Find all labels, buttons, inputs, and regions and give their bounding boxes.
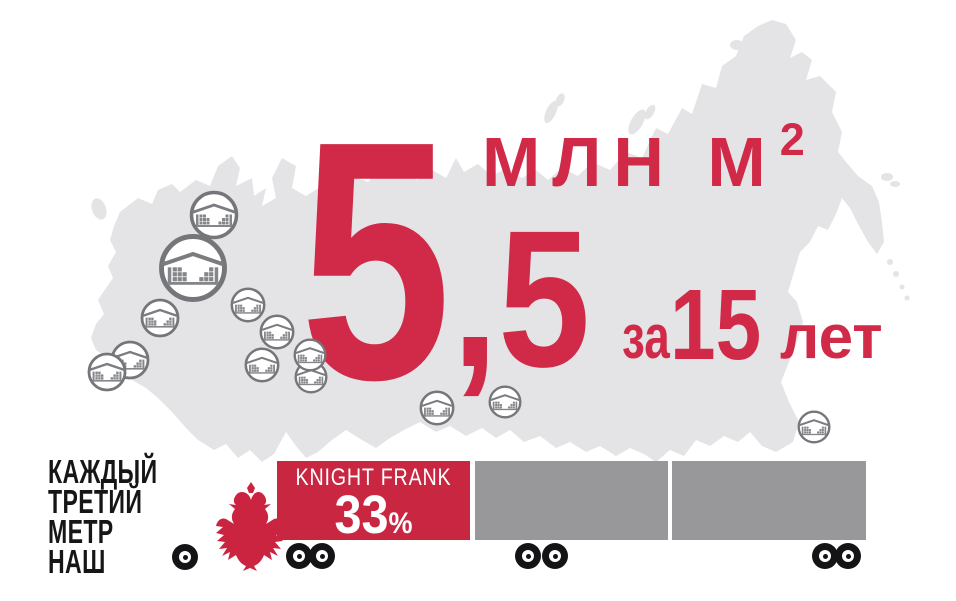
period-suffix: лет: [780, 303, 883, 372]
knight-frank-trailer-box: KNIGHT FRANK 33%: [277, 461, 470, 542]
map-island: [544, 100, 558, 124]
map-island: [91, 198, 107, 220]
tagline-line: МЕТР: [48, 513, 114, 550]
map-island: [555, 93, 565, 107]
share-value: 33: [334, 485, 389, 545]
period-prefix: за: [622, 303, 670, 372]
truck-wheel: [515, 543, 541, 569]
period-value: 15: [670, 269, 762, 381]
map-island: [887, 259, 893, 265]
trailer-section: [475, 461, 668, 540]
truck-wheel: [835, 543, 861, 569]
tagline-line: КАЖДЫЙ: [48, 453, 158, 490]
truck-wheel: [542, 543, 568, 569]
percent-sign: %: [388, 507, 413, 540]
unit-superscript: 2: [779, 114, 805, 165]
tagline-line: ТРЕТИЙ: [48, 483, 143, 520]
truck-wheel: [286, 543, 312, 569]
brand-name: KNIGHT FRANK: [295, 464, 452, 491]
market-share: 33%: [287, 488, 461, 548]
headline-unit: МЛН М2: [482, 117, 805, 197]
russia-mainland: [91, 20, 884, 462]
truck-wheel: [812, 543, 838, 569]
map-island-sakhalin: [792, 184, 808, 236]
truck-wheel: [172, 544, 198, 570]
map-island: [881, 173, 893, 181]
headline-value-decimal: ,5: [452, 190, 591, 408]
trailer-section: [672, 461, 866, 540]
tagline: КАЖДЫЙ ТРЕТИЙ МЕТР НАШ: [48, 453, 158, 580]
unit-text: МЛН М: [482, 123, 778, 201]
map-island: [890, 181, 900, 187]
tagline-line: НАШ: [48, 543, 106, 580]
map-island: [904, 295, 910, 301]
map-island: [628, 109, 646, 135]
map-island: [644, 104, 656, 120]
map-island: [893, 271, 899, 277]
map-island: [730, 40, 744, 50]
double-headed-eagle-icon: [216, 482, 284, 571]
map-island: [899, 284, 905, 290]
truck-wheel: [309, 543, 335, 569]
map-island: [748, 46, 758, 54]
